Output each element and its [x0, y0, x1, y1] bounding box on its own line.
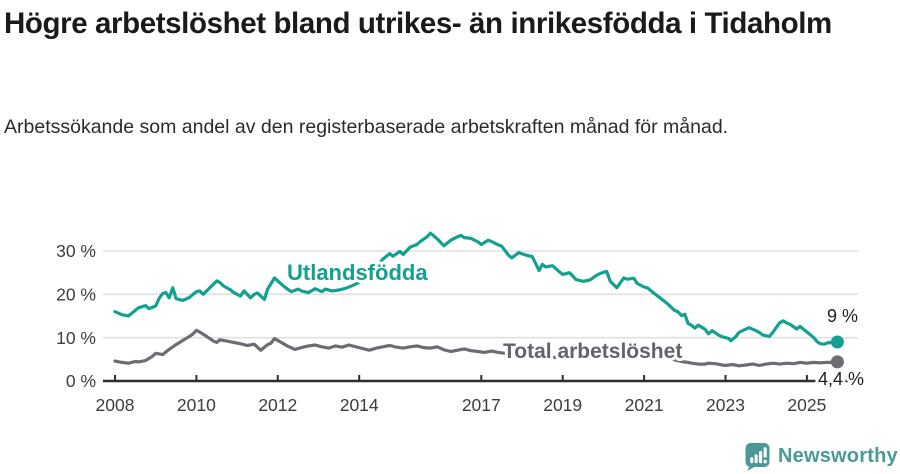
y-tick-label-10: 10 %	[56, 328, 96, 348]
x-tick-label-2021: 2021	[625, 395, 664, 415]
y-tick-label-30: 30 %	[56, 241, 96, 261]
end-value-label-total: 4,4 %	[818, 369, 864, 389]
y-tick-label-20: 20 %	[56, 285, 96, 305]
x-tick-label-2019: 2019	[543, 395, 582, 415]
grid-layer	[103, 250, 858, 339]
footer-brand[interactable]: Newsworthy	[744, 441, 898, 472]
series-label-utlandsfodda: Utlandsfödda	[287, 260, 428, 285]
series-layer	[113, 231, 844, 369]
series-line-utlandsfodda	[113, 231, 839, 346]
x-tick-label-2017: 2017	[462, 395, 501, 415]
series-line-total	[113, 328, 839, 368]
axis-layer: 0 % 10 % 20 % 30 % 2008 2010 2012 2014 2017 2019 2…	[56, 241, 858, 415]
y-tick-label-0: 0 %	[66, 371, 96, 391]
end-value-label-utlandsfodda: 9 %	[827, 306, 858, 326]
x-tick-label-2008: 2008	[96, 395, 135, 415]
series-end-dot-utlandsfodda	[830, 335, 844, 349]
x-tick-label-2014: 2014	[340, 395, 379, 415]
newsworthy-logo-icon	[745, 443, 770, 471]
x-tick-label-2010: 2010	[177, 395, 216, 415]
x-tick-label-2012: 2012	[258, 395, 297, 415]
chart-subtitle: Arbetssökande som andel av den registerb…	[4, 116, 729, 138]
brand-name: Newsworthy	[778, 445, 898, 467]
x-tick-label-2023: 2023	[706, 395, 745, 415]
series-end-dot-total	[830, 355, 844, 369]
chart-title: Högre arbetslöshet bland utrikes- än inr…	[4, 7, 832, 40]
series-label-total-arbetsloshet: Total arbetslöshet	[503, 340, 682, 363]
x-tick-label-2025: 2025	[787, 395, 826, 415]
